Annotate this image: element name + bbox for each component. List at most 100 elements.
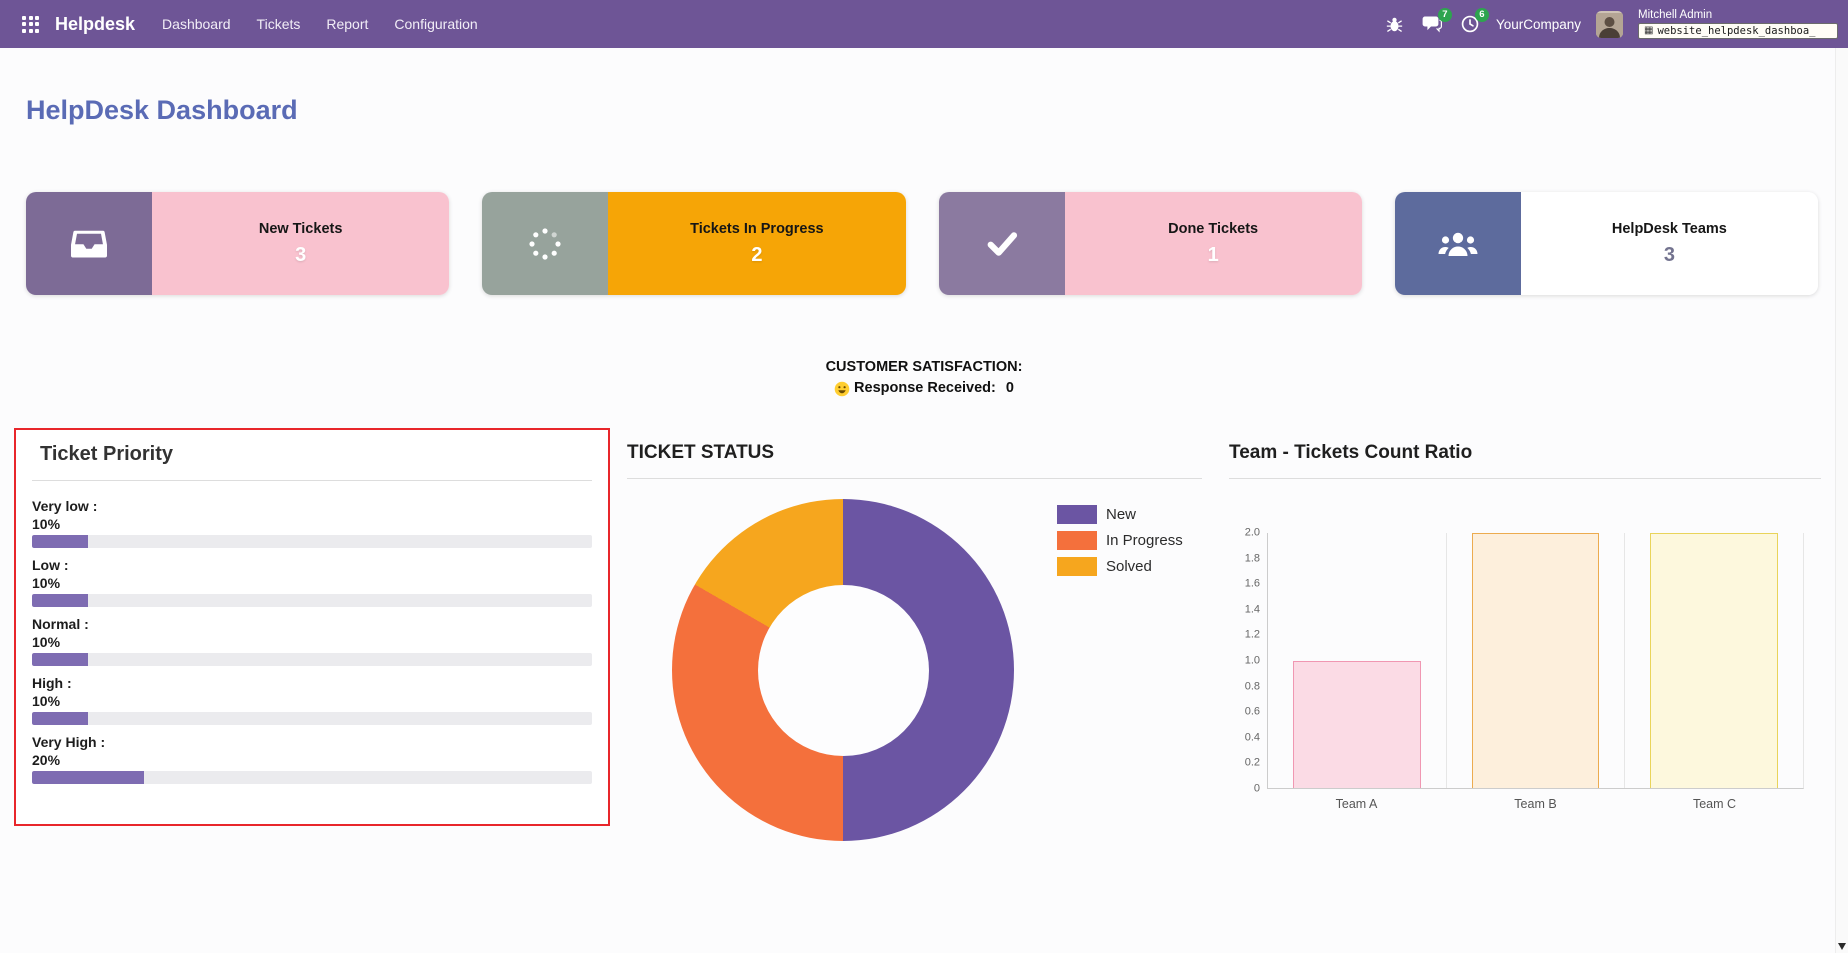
smiley-icon bbox=[834, 381, 850, 396]
kpi-label: New Tickets bbox=[258, 220, 343, 237]
ticket-status-donut[interactable] bbox=[672, 499, 1014, 841]
priority-progressbar bbox=[32, 712, 592, 725]
priority-label: Normal : bbox=[32, 616, 89, 632]
y-tick-label: 0 bbox=[1253, 782, 1260, 795]
priority-item-very-high: Very High : 20% bbox=[32, 733, 592, 784]
y-tick-label: 2.0 bbox=[1244, 526, 1260, 539]
legend-label: Solved bbox=[1106, 558, 1152, 575]
team-bar-chart: 0 0.2 0.4 0.6 0.8 1.0 1.2 1.4 1.6 1.8 2.0 Team A T… bbox=[1229, 479, 1821, 819]
priority-percent: 20% bbox=[32, 752, 61, 768]
y-tick-label: 0.4 bbox=[1244, 731, 1260, 744]
priority-item-very-low: Very low : 10% bbox=[32, 497, 592, 548]
kpi-value: 3 bbox=[295, 243, 307, 266]
app-brand[interactable]: Helpdesk bbox=[55, 13, 136, 34]
user-name[interactable]: Mitchell Admin bbox=[1638, 9, 1713, 21]
ticket-priority-panel: Ticket Priority Very low : 10% Low : 10%… bbox=[14, 428, 610, 826]
y-tick-label: 1.6 bbox=[1244, 577, 1260, 590]
avatar-silhouette-icon bbox=[1596, 12, 1623, 38]
response-received-label: Response Received: bbox=[854, 380, 996, 396]
inbox-icon bbox=[71, 230, 107, 257]
y-tick-label: 1.4 bbox=[1244, 603, 1260, 616]
priority-label: High : bbox=[32, 675, 72, 691]
divider bbox=[32, 480, 592, 481]
main-menu: Dashboard Tickets Report Configuration bbox=[149, 0, 491, 48]
priority-percent: 10% bbox=[32, 516, 61, 532]
kpi-body: Done Tickets 1 bbox=[1064, 192, 1362, 295]
kpi-body: HelpDesk Teams 3 bbox=[1520, 192, 1818, 295]
menu-item-dashboard[interactable]: Dashboard bbox=[162, 16, 231, 32]
x-label-team-a: Team A bbox=[1335, 797, 1378, 811]
kpi-value: 2 bbox=[751, 243, 763, 266]
x-label-team-c: Team C bbox=[1692, 797, 1737, 811]
y-tick-label: 0.6 bbox=[1244, 705, 1260, 718]
kpi-value: 1 bbox=[1207, 243, 1219, 266]
menu-item-report[interactable]: Report bbox=[326, 16, 369, 32]
activities-button[interactable]: 6 bbox=[1459, 8, 1489, 35]
bug-icon bbox=[1386, 17, 1403, 32]
team-ratio-title: Team - Tickets Count Ratio bbox=[1229, 442, 1473, 463]
menu-item-tickets[interactable]: Tickets bbox=[256, 16, 301, 32]
kpi-cards-row: New Tickets 3 Tickets In Progress 2 bbox=[26, 192, 1818, 295]
messages-button[interactable]: 7 bbox=[1420, 8, 1452, 35]
chart-slot-team-a bbox=[1268, 533, 1446, 788]
priority-label: Very High : bbox=[32, 734, 106, 750]
customer-satisfaction-block: CUSTOMER SATISFACTION: Response Received… bbox=[0, 357, 1848, 399]
y-tick-label: 0.2 bbox=[1244, 756, 1260, 769]
legend-swatch-in-progress bbox=[1057, 531, 1097, 550]
kpi-body: New Tickets 3 bbox=[152, 192, 450, 295]
debug-overlay-text: website_helpdesk_dashboa_ bbox=[1657, 25, 1816, 37]
priority-progress-fill bbox=[32, 594, 88, 607]
team-tickets-ratio-panel: Team - Tickets Count Ratio 0 0.2 0.4 0.6 0.8… bbox=[1229, 442, 1821, 822]
kpi-icon-section bbox=[26, 192, 152, 295]
menu-item-configuration[interactable]: Configuration bbox=[394, 16, 478, 32]
priority-progress-fill bbox=[32, 712, 88, 725]
debug-bug-icon[interactable] bbox=[1384, 14, 1405, 35]
kpi-icon-section bbox=[482, 192, 609, 295]
company-switcher[interactable]: YourCompany bbox=[1495, 16, 1581, 32]
team-chart-plot[interactable] bbox=[1267, 533, 1804, 789]
legend-item-in-progress[interactable]: In Progress bbox=[1057, 531, 1183, 550]
kpi-card-helpdesk-teams[interactable]: HelpDesk Teams 3 bbox=[1394, 192, 1818, 295]
ticket-priority-title: Ticket Priority bbox=[40, 443, 174, 465]
satisfaction-line: Response Received: 0 bbox=[0, 378, 1848, 399]
y-tick-label: 1.2 bbox=[1244, 628, 1260, 641]
priority-list: Very low : 10% Low : 10% Normal : 10% Hi… bbox=[32, 497, 592, 784]
kpi-card-done-tickets[interactable]: Done Tickets 1 bbox=[938, 192, 1362, 295]
legend-swatch-solved bbox=[1057, 557, 1097, 576]
legend-label: New bbox=[1106, 506, 1137, 523]
priority-label: Very low : bbox=[32, 498, 98, 514]
vertical-scrollbar[interactable] bbox=[1835, 48, 1848, 953]
kpi-card-tickets-in-progress[interactable]: Tickets In Progress 2 bbox=[482, 192, 906, 295]
ticket-status-panel: TICKET STATUS New In Progress Solved bbox=[627, 442, 1202, 912]
apps-menu-button[interactable] bbox=[14, 10, 47, 39]
user-avatar[interactable] bbox=[1596, 10, 1623, 38]
priority-item-high: High : 10% bbox=[32, 674, 592, 725]
y-tick-label: 1.8 bbox=[1244, 552, 1260, 565]
bar-team-b[interactable] bbox=[1471, 533, 1600, 788]
legend-item-solved[interactable]: Solved bbox=[1057, 557, 1183, 576]
scroll-down-arrow-icon[interactable] bbox=[1838, 943, 1846, 950]
bar-team-c[interactable] bbox=[1650, 533, 1779, 788]
kpi-card-new-tickets[interactable]: New Tickets 3 bbox=[26, 192, 450, 295]
messages-badge: 7 bbox=[1437, 8, 1452, 22]
spinner-icon bbox=[529, 227, 561, 260]
kpi-label: HelpDesk Teams bbox=[1611, 220, 1727, 237]
navbar-right: 7 6 YourCompany Mitchell Admin bbox=[1384, 0, 1838, 48]
priority-progress-fill bbox=[32, 535, 88, 548]
priority-item-low: Low : 10% bbox=[32, 556, 592, 607]
clock-icon bbox=[1461, 15, 1479, 33]
kpi-label: Done Tickets bbox=[1168, 220, 1259, 237]
debug-overlay-box[interactable]: ▦ website_helpdesk_dashboa_ bbox=[1638, 23, 1838, 39]
priority-percent: 10% bbox=[32, 634, 61, 650]
legend-item-new[interactable]: New bbox=[1057, 505, 1183, 524]
y-tick-label: 1.0 bbox=[1244, 654, 1260, 667]
priority-progressbar bbox=[32, 653, 592, 666]
page-title: HelpDesk Dashboard bbox=[26, 95, 298, 125]
priority-percent: 10% bbox=[32, 693, 61, 709]
kpi-icon-section bbox=[938, 192, 1065, 295]
divider bbox=[1229, 478, 1821, 479]
bar-team-a[interactable] bbox=[1292, 660, 1421, 788]
priority-label: Low : bbox=[32, 557, 69, 573]
kpi-label: Tickets In Progress bbox=[690, 220, 824, 237]
ticket-status-legend: New In Progress Solved bbox=[1057, 505, 1183, 576]
